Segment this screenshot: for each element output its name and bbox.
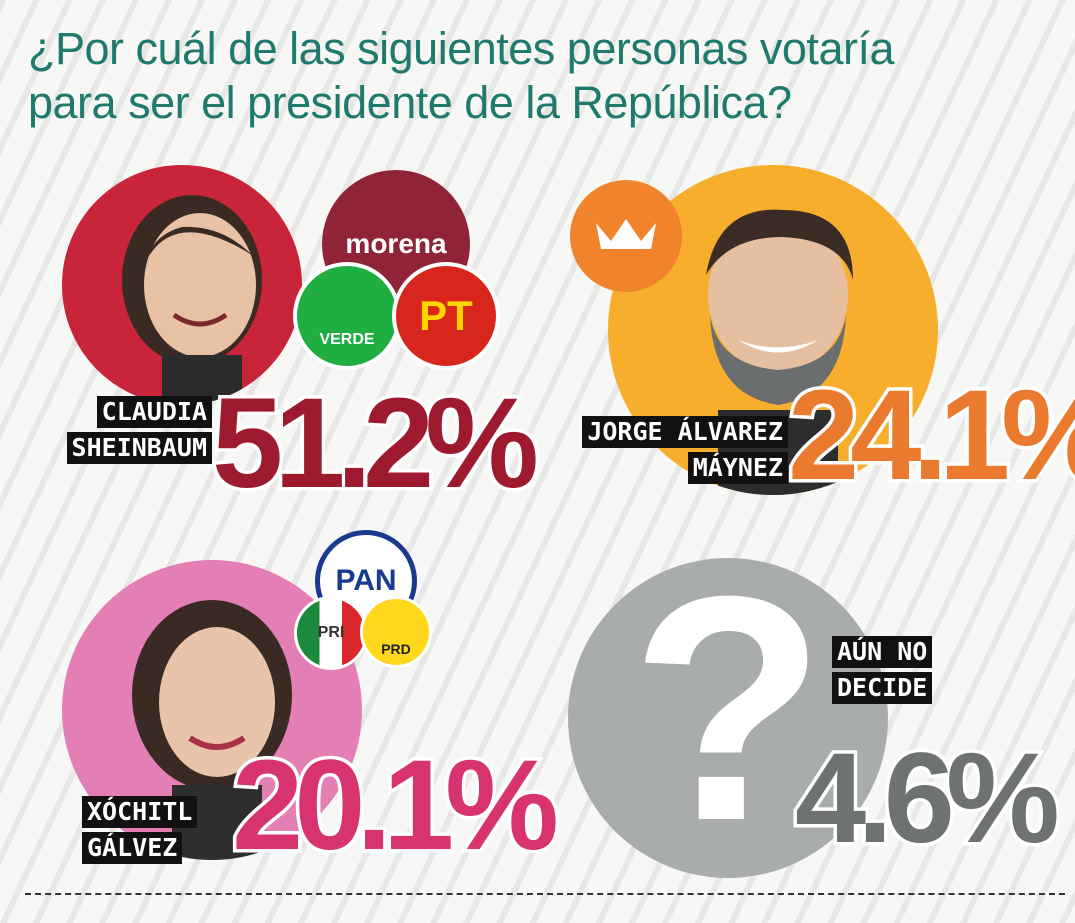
pri-logo-text: PRI [317, 624, 345, 641]
maynez-percent: 24.1% [785, 364, 1075, 507]
sheinbaum-name-line-1: CLAUDIA [96, 396, 212, 428]
galvez-name: XÓCHITL GÁLVEZ [82, 796, 198, 868]
undecided-name-line-1: AÚN NO [832, 636, 933, 668]
maynez-name: JORGE ÁLVAREZ MÁYNEZ [512, 416, 788, 488]
prd-logo-text: PRD [381, 641, 411, 657]
sheinbaum-percent: 51.2% [209, 372, 543, 515]
maynez-name-line-2: MÁYNEZ [687, 452, 788, 484]
title-line-2: para ser el presidente de la República? [28, 77, 792, 128]
prd-logo: PRD [360, 596, 432, 668]
chart-title: ¿Por cuál de las siguientes personas vot… [28, 22, 1058, 130]
verde-logo: VERDE [293, 262, 401, 370]
question-mark-icon: ? [630, 558, 826, 878]
undecided-name-line-2: DECIDE [832, 672, 933, 704]
undecided-circle: ? [568, 558, 888, 878]
maynez-name-line-1: JORGE ÁLVAREZ [582, 416, 788, 448]
undecided-percent: 4.6% [792, 727, 1064, 870]
pan-logo-text: PAN [335, 564, 397, 597]
footer-divider [25, 893, 1065, 895]
galvez-name-line-2: GÁLVEZ [82, 832, 183, 864]
sheinbaum-portrait [62, 165, 302, 405]
galvez-percent: 20.1% [229, 734, 563, 877]
verde-logo-text: VERDE [319, 331, 375, 348]
sheinbaum-name-line-2: SHEINBAUM [66, 432, 212, 464]
movimiento-ciudadano-logo [570, 180, 682, 292]
pri-logo: PRI [294, 596, 368, 670]
pt-logo-text: PT [419, 292, 473, 339]
undecided-name: AÚN NO DECIDE [832, 636, 933, 708]
morena-logo-text: morena [345, 228, 447, 259]
title-line-1: ¿Por cuál de las siguientes personas vot… [28, 23, 894, 74]
pt-logo: PT [392, 262, 500, 370]
sheinbaum-name: CLAUDIA SHEINBAUM [8, 396, 212, 468]
galvez-name-line-1: XÓCHITL [82, 796, 198, 828]
